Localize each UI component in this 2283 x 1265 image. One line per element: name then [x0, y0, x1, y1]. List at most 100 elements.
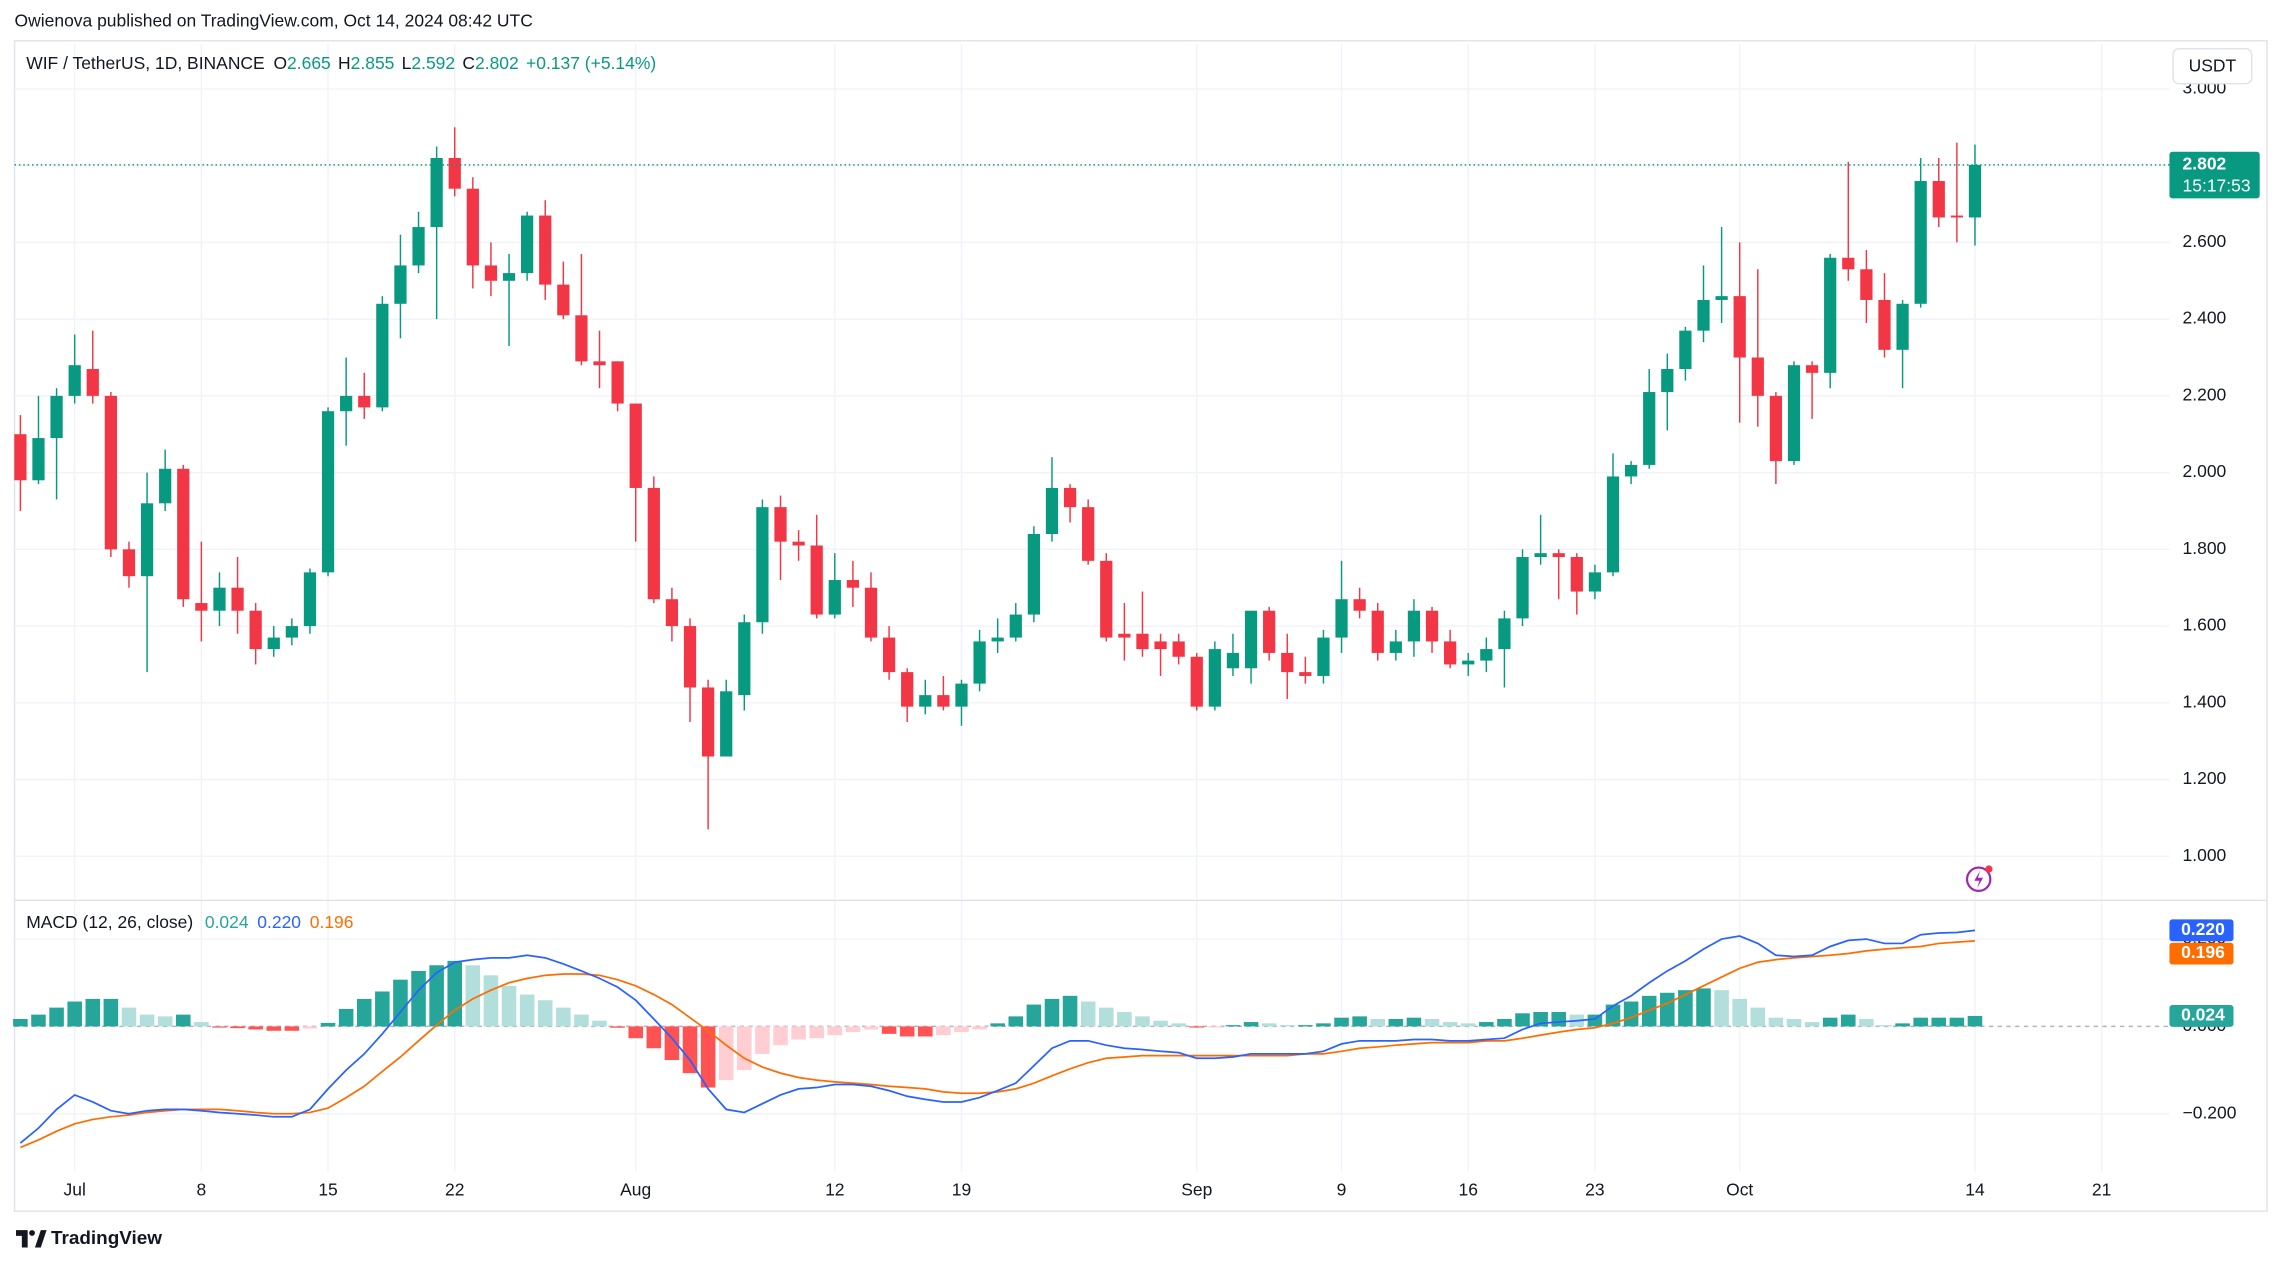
x-tick-label: 15	[318, 1179, 337, 1199]
histogram-bar	[49, 1007, 64, 1027]
y-tick-label: 2.600	[2183, 231, 2227, 251]
candle-body	[1190, 656, 1203, 707]
histogram-bar	[1895, 1023, 1910, 1027]
candle-body	[1769, 395, 1783, 462]
candle-body	[1009, 614, 1022, 638]
candle-body	[1335, 599, 1348, 638]
histogram-bar	[501, 985, 517, 1027]
histogram-bar	[1189, 1026, 1205, 1028]
histogram-bar	[1479, 1022, 1494, 1027]
alert-bolt[interactable]	[1974, 870, 1984, 888]
histogram-bar	[918, 1026, 933, 1037]
histogram-bar	[556, 1007, 571, 1027]
macd-tag-value: 0.196	[2181, 942, 2225, 962]
candle-body	[1588, 572, 1602, 592]
open-label: O	[273, 53, 287, 73]
histogram-bar	[1967, 1015, 1983, 1027]
histogram-bar	[1714, 990, 1729, 1027]
histogram-bar	[393, 979, 408, 1027]
candle-body	[484, 265, 498, 281]
histogram-bar	[1623, 1001, 1639, 1027]
candle-body	[340, 395, 353, 412]
histogram-bar	[1551, 1012, 1566, 1027]
candle-body	[1552, 553, 1565, 558]
candle-body	[1624, 464, 1638, 477]
histogram-bar	[1460, 1023, 1476, 1027]
histogram-bar	[356, 998, 372, 1027]
currency-label[interactable]: USDT	[2189, 56, 2237, 76]
candle-body	[213, 587, 226, 611]
candle-body	[1353, 599, 1366, 611]
histogram-bar	[284, 1026, 300, 1031]
histogram-bar	[338, 1008, 354, 1027]
histogram-bar	[1750, 1007, 1766, 1027]
candle-body	[1534, 553, 1547, 558]
histogram-bar	[592, 1020, 607, 1027]
candle-body	[376, 303, 389, 408]
histogram-bar	[1515, 1013, 1530, 1027]
histogram-bar	[954, 1026, 969, 1033]
histogram-bar	[1080, 1001, 1096, 1027]
histogram-bar	[1298, 1025, 1313, 1027]
histogram-bar	[1334, 1017, 1349, 1027]
histogram-bar	[1442, 1022, 1458, 1027]
histogram-bar	[1026, 1004, 1042, 1027]
histogram-bar	[266, 1026, 282, 1031]
histogram-bar	[773, 1026, 788, 1046]
candle-body	[448, 158, 461, 189]
candle-body	[1154, 641, 1167, 650]
histogram-bar	[791, 1026, 806, 1040]
histogram-bar	[483, 975, 499, 1027]
logo-dot[interactable]	[29, 1230, 35, 1236]
marks-layer	[13, 127, 2170, 1149]
price-tag-value: 2.802	[2183, 154, 2227, 174]
histogram-bar	[1098, 1007, 1114, 1027]
candle-body	[738, 622, 751, 696]
histogram-bar	[1841, 1014, 1856, 1027]
candle-body	[1860, 269, 1873, 300]
histogram-bar	[13, 1018, 28, 1027]
candle-body	[846, 580, 860, 588]
logo-slash[interactable]	[34, 1230, 47, 1248]
candle-body	[720, 691, 733, 757]
candle-body	[683, 626, 697, 688]
high-value: 2.855	[351, 53, 395, 73]
histogram-bar	[628, 1026, 643, 1039]
candle-body	[14, 434, 27, 481]
x-tick-label: 12	[825, 1179, 844, 1199]
candle-body	[1606, 476, 1620, 573]
alert-dot[interactable]	[1985, 865, 1993, 873]
publisher-line: Owienova published on TradingView.com, O…	[15, 10, 533, 30]
brand-logo[interactable]: TradingView	[16, 1228, 162, 1249]
candle-body	[1661, 369, 1674, 393]
histogram-bar	[755, 1026, 770, 1054]
candle-body	[32, 438, 45, 481]
currency-button[interactable]	[2172, 48, 2253, 85]
histogram-bar	[67, 1001, 82, 1027]
alert-ring[interactable]	[1965, 866, 1992, 892]
x-tick-label: Aug	[620, 1179, 651, 1199]
histogram-bar	[1497, 1018, 1512, 1027]
low-value: 2.592	[411, 53, 455, 73]
histogram-bar	[1877, 1025, 1892, 1027]
histogram-bar	[1696, 988, 1711, 1027]
histogram-bar	[1008, 1016, 1024, 1027]
brand-name[interactable]: TradingView	[51, 1228, 162, 1249]
histogram-bar	[1605, 1004, 1621, 1027]
histogram-bar	[1370, 1018, 1386, 1027]
candle-body	[1498, 618, 1511, 650]
histogram-bar	[610, 1026, 625, 1028]
candle-body	[792, 541, 805, 546]
candle-body	[502, 273, 516, 281]
histogram-bar	[1316, 1023, 1331, 1027]
macd-tag-value: 0.024	[2181, 1005, 2225, 1025]
y-tick-label: 1.400	[2183, 691, 2227, 711]
candle-body	[159, 468, 172, 504]
candle-body	[1751, 357, 1764, 396]
histogram-bar	[121, 1007, 137, 1027]
high-label: H	[338, 53, 351, 73]
alert-icon[interactable]	[1965, 865, 1993, 892]
signal-line	[20, 939, 1976, 1149]
logo-mark[interactable]	[16, 1230, 28, 1248]
